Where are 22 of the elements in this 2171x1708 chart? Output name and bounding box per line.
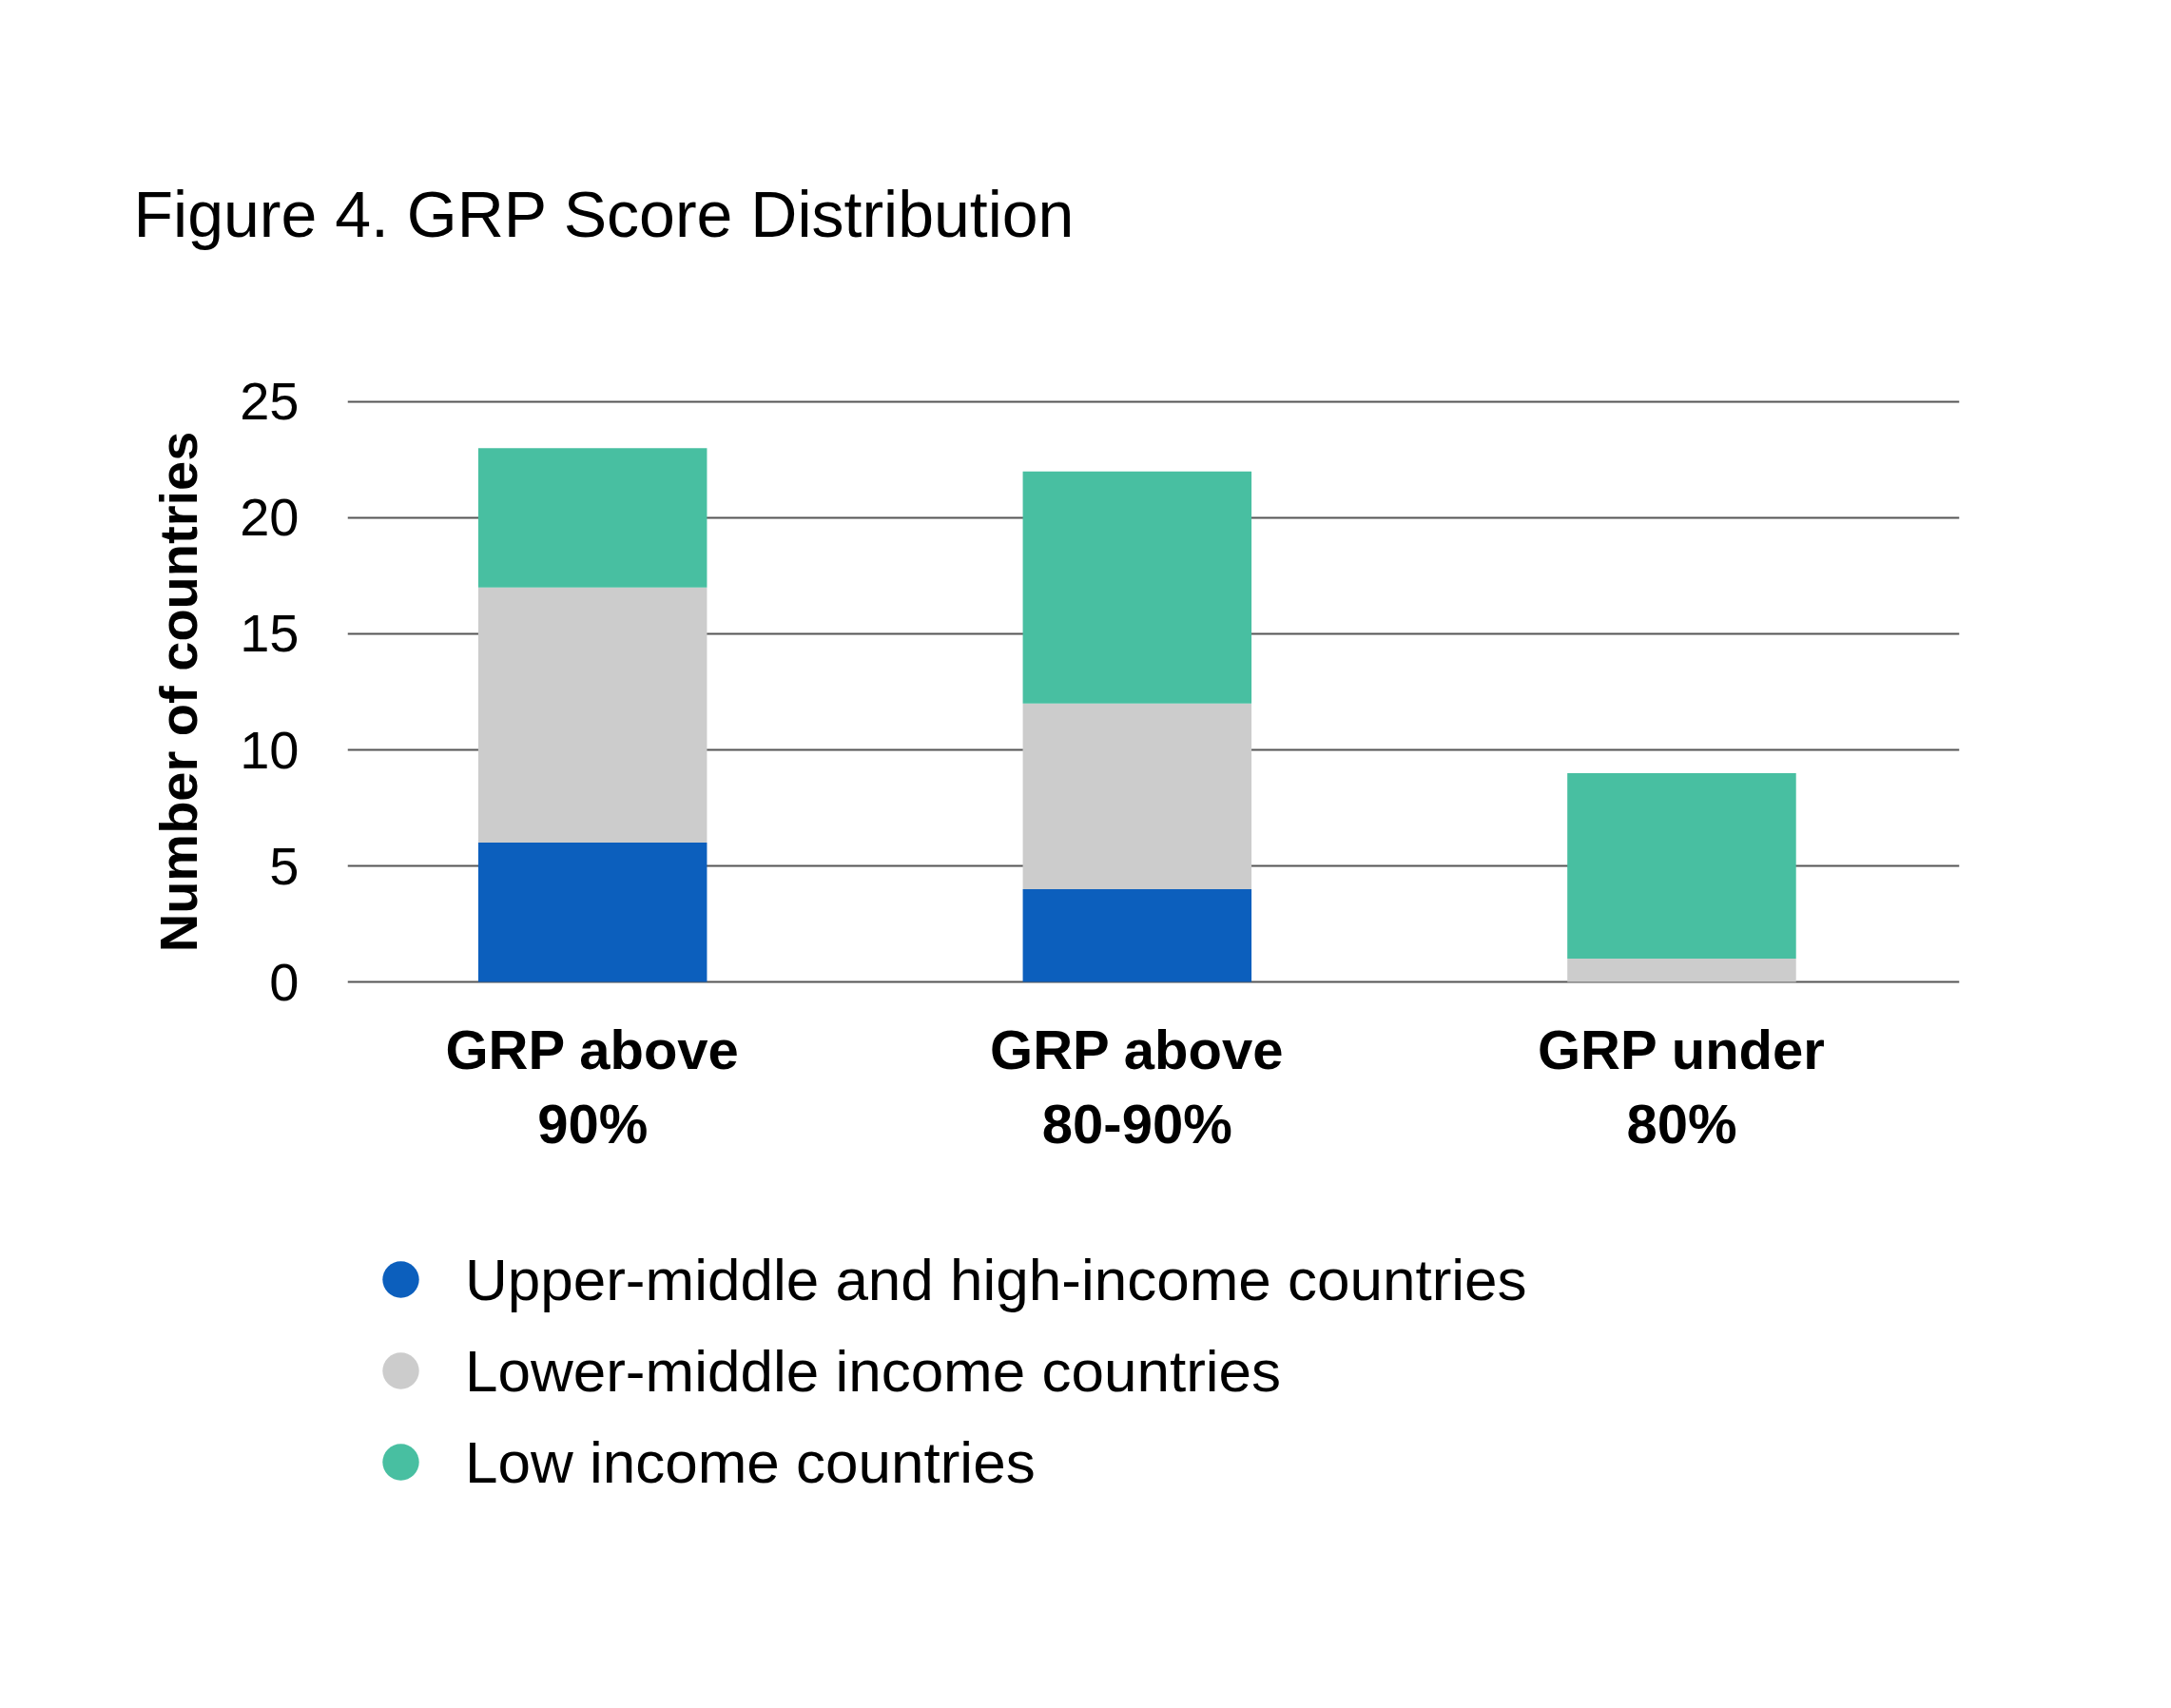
x-tick-label: GRP under 80%: [1538, 1018, 1825, 1155]
legend-label: Upper-middle and high-income countries: [465, 1245, 1527, 1313]
legend-label: Low income countries: [465, 1427, 1036, 1496]
x-tick-label: GRP above 90%: [445, 1018, 739, 1155]
y-axis-title: Number of countries: [148, 431, 209, 953]
y-tick-label: 15: [240, 603, 300, 664]
y-tick-label: 5: [269, 835, 300, 896]
bar: [1022, 471, 1252, 704]
y-tick-label: 10: [240, 719, 300, 780]
bar: [1567, 772, 1796, 960]
y-tick-label: 20: [240, 487, 300, 548]
legend-label: Lower-middle income countries: [465, 1336, 1282, 1405]
y-tick-label: 0: [269, 951, 300, 1012]
bar: [1022, 888, 1252, 982]
y-tick-label: 25: [240, 371, 300, 432]
bar: [477, 587, 708, 844]
chart-title: Figure 4. GRP Score Distribution: [133, 178, 1075, 250]
bar: [477, 448, 708, 588]
bar: [1022, 703, 1252, 889]
bar: [1567, 959, 1796, 982]
bar: [477, 843, 708, 982]
x-tick-label: GRP above 80-90%: [990, 1018, 1284, 1155]
